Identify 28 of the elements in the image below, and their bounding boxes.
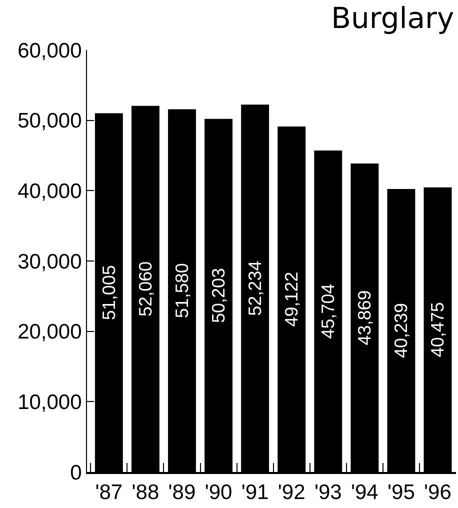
- x-tick-label: '94: [350, 481, 379, 504]
- x-tick-label: '88: [132, 481, 160, 504]
- y-tick-label: 0: [70, 461, 82, 484]
- x-tick-label: '93: [314, 481, 342, 504]
- y-tick-label: 50,000: [18, 110, 82, 133]
- x-tick-label: '91: [241, 481, 269, 504]
- y-tick-label: 30,000: [18, 250, 82, 274]
- x-tick-label: '96: [424, 481, 452, 504]
- data-label: 49,122: [282, 272, 302, 327]
- data-label: 51,005: [98, 265, 119, 320]
- x-tick-label: '87: [95, 481, 123, 504]
- data-label: 52,060: [135, 261, 156, 316]
- y-tick-label: 10,000: [18, 391, 82, 414]
- x-tick-label: '92: [278, 481, 306, 504]
- y-tick-label: 20,000: [18, 320, 82, 344]
- data-label: 51,580: [172, 263, 192, 318]
- y-tick-label: 60,000: [18, 39, 82, 62]
- data-label: 40,239: [391, 302, 412, 358]
- chart-title: Burglary: [331, 0, 454, 35]
- data-label: 52,234: [245, 260, 266, 316]
- x-tick-label: '95: [388, 481, 415, 504]
- y-tick-label: 40,000: [18, 180, 82, 204]
- data-label: 45,704: [318, 284, 338, 339]
- data-label: 43,869: [354, 290, 375, 346]
- x-tick-label: '90: [204, 481, 232, 504]
- data-label: 50,203: [208, 268, 229, 323]
- x-tick-label: '89: [168, 481, 196, 504]
- data-label: 40,475: [428, 302, 448, 358]
